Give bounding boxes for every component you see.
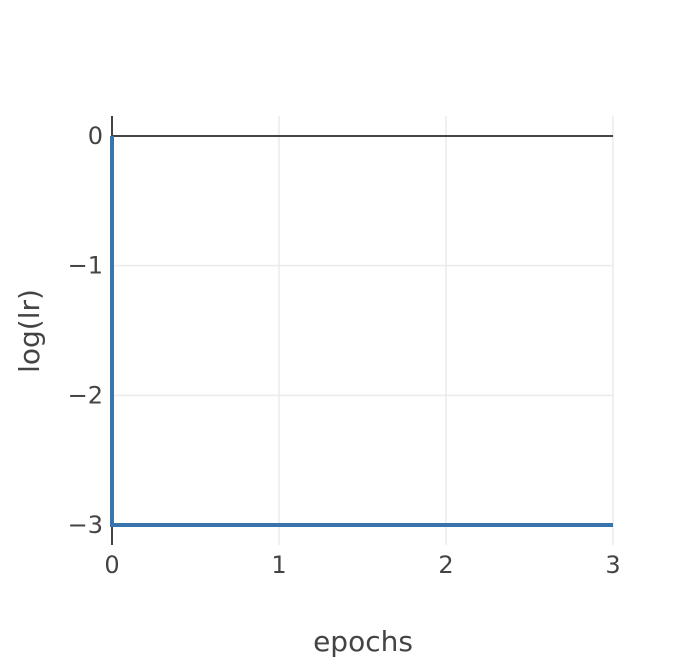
y-tick-label: −1	[68, 252, 103, 280]
y-tick-label: −2	[68, 381, 103, 409]
y-tick-label: 0	[88, 122, 103, 150]
series-lines	[110, 136, 613, 527]
x-tick-label: 0	[104, 551, 119, 579]
axes	[111, 116, 613, 545]
x-axis-title: epochs	[313, 625, 413, 658]
x-tick-label: 2	[438, 551, 453, 579]
y-tick-label: −3	[68, 511, 103, 539]
y-axis-title: log(lr)	[13, 289, 46, 373]
tick-labels: 0 1 2 3 0 −1 −2 −3	[68, 122, 621, 579]
x-tick-label: 3	[605, 551, 620, 579]
grid-lines	[112, 116, 614, 545]
x-tick-label: 1	[271, 551, 286, 579]
series-line	[110, 136, 613, 527]
